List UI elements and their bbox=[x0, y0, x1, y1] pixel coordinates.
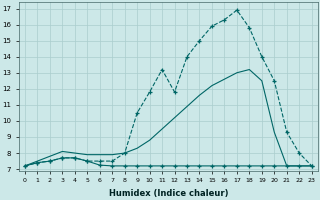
X-axis label: Humidex (Indice chaleur): Humidex (Indice chaleur) bbox=[108, 189, 228, 198]
